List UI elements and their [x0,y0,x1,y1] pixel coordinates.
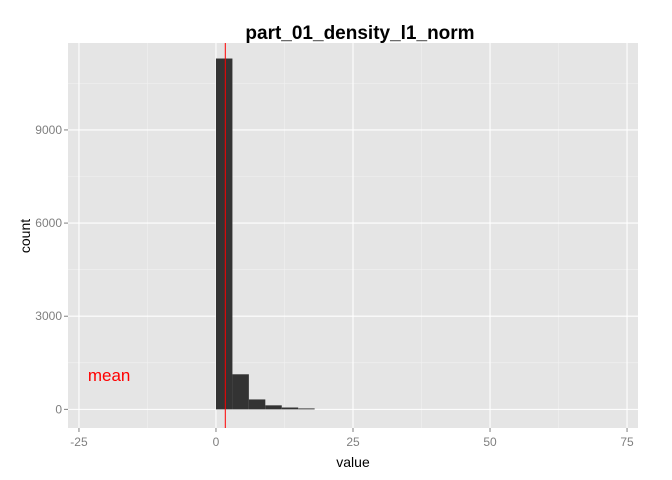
chart-title: part_01_density_l1_norm [245,23,474,44]
y-axis-label: count [17,219,33,253]
y-tick-label: 3000 [35,309,62,323]
x-tick-label: -25 [70,435,88,449]
mean-annotation: mean [88,366,131,385]
x-axis-label: value [336,454,370,470]
x-tick-label: 25 [346,435,360,449]
histogram-bar [281,407,299,410]
x-axis-ticks: -25 0 25 50 75 [70,428,634,449]
histogram-bar [232,374,249,410]
y-tick-label: 6000 [35,216,62,230]
x-tick-label: 75 [620,435,634,449]
mean-layer: mean [88,43,226,428]
histogram-bars [215,58,315,410]
histogram-bar [265,405,282,410]
x-tick-label: 0 [213,435,220,449]
y-tick-label: 9000 [35,123,62,137]
y-axis-ticks: 0 3000 6000 9000 [35,123,68,416]
x-tick-label: 50 [483,435,497,449]
histogram-bar [298,408,315,410]
histogram-bar [248,399,266,410]
histogram-bar [215,58,233,410]
y-tick-label: 0 [55,402,62,416]
